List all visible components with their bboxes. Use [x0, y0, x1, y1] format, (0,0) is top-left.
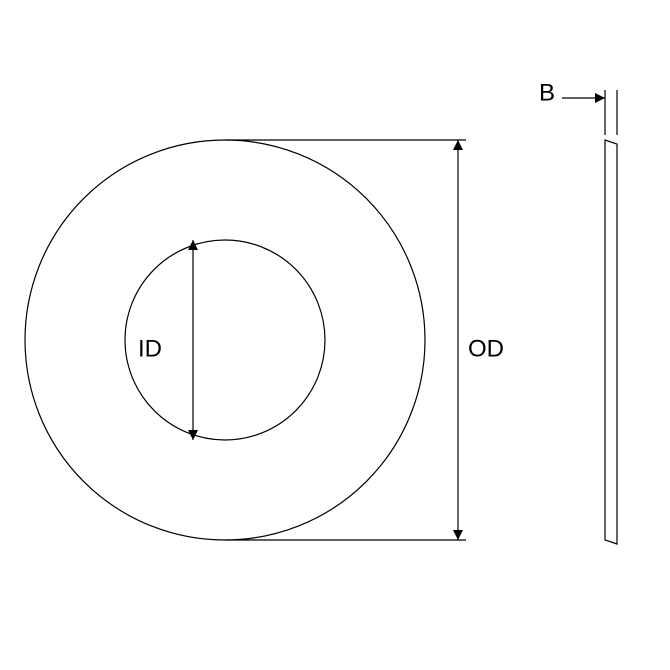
dim-od-label: OD	[468, 335, 504, 362]
washer-outer-circle	[25, 140, 425, 540]
dim-od-arrow-bottom	[453, 530, 463, 540]
dim-b-arrow	[595, 93, 605, 103]
dim-od-arrow-top	[453, 140, 463, 150]
washer-side-view	[605, 140, 617, 544]
washer-diagram: ID OD B	[0, 0, 670, 670]
dim-id-arrow-bottom	[188, 430, 198, 440]
dim-b-label: B	[539, 79, 555, 106]
dim-id-arrow-top	[188, 240, 198, 250]
dim-id-label: ID	[138, 335, 162, 362]
